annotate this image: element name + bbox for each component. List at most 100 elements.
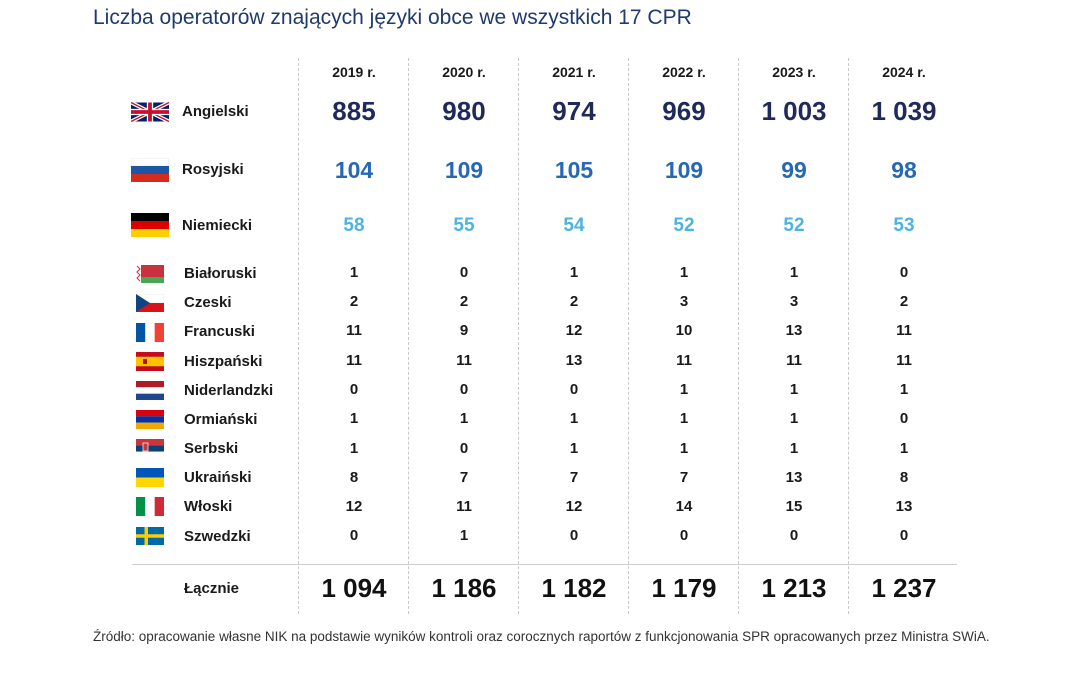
value-cell: 11 (346, 352, 362, 369)
column-header-2019: 2019 r. (332, 64, 376, 80)
value-cell: 1 (459, 410, 469, 427)
value-cell: 1 (349, 410, 359, 427)
value-cell: 0 (899, 410, 909, 427)
value-cell: 2 (569, 293, 579, 310)
value-cell: 0 (459, 381, 469, 398)
row-label-wloski: Włoski (184, 498, 233, 515)
value-cell: 11 (456, 352, 472, 369)
value-cell: 1 (679, 410, 689, 427)
value-cell: 11 (786, 352, 802, 369)
row-label-francuski: Francuski (184, 323, 255, 340)
value-cell: 1 039 (871, 96, 937, 126)
total-cell: 1 179 (651, 573, 717, 603)
value-cell: 2 (349, 293, 359, 310)
value-cell: 55 (453, 215, 475, 236)
value-cell: 0 (459, 440, 469, 457)
ukraine-flag-icon (136, 468, 164, 487)
value-cell: 11 (896, 352, 912, 369)
value-cell: 52 (783, 215, 805, 236)
row-label-hiszpanski: Hiszpański (184, 353, 263, 370)
row-label-lacznie: Łącznie (184, 580, 240, 597)
value-cell: 1 (789, 264, 799, 281)
value-cell: 0 (789, 527, 799, 544)
value-cell: 1 (679, 440, 689, 457)
value-cell: 0 (899, 527, 909, 544)
row-label-rosyjski: Rosyjski (182, 161, 244, 178)
column-divider (298, 58, 299, 614)
value-cell: 1 (899, 381, 909, 398)
value-cell: 2 (459, 293, 469, 310)
value-cell: 1 (899, 440, 909, 457)
value-cell: 0 (459, 264, 469, 281)
value-cell: 1 (789, 381, 799, 398)
serbia-flag-icon (136, 439, 164, 458)
value-cell: 1 (569, 410, 579, 427)
value-cell: 98 (891, 157, 917, 183)
value-cell: 58 (343, 215, 365, 236)
armenia-flag-icon (136, 410, 164, 429)
value-cell: 104 (334, 157, 374, 183)
value-cell: 10 (675, 322, 693, 339)
value-cell: 12 (565, 322, 583, 339)
value-cell: 7 (569, 469, 579, 486)
value-cell: 1 (679, 381, 689, 398)
value-cell: 12 (565, 498, 583, 515)
value-cell: 14 (675, 498, 693, 515)
row-label-ormianski: Ormiański (184, 411, 258, 428)
row-label-bialoruski: Białoruski (184, 265, 257, 282)
row-label-niemiecki: Niemiecki (182, 217, 253, 234)
value-cell: 974 (552, 96, 596, 126)
column-divider (848, 58, 849, 614)
column-divider (628, 58, 629, 614)
value-cell: 53 (893, 215, 915, 236)
value-cell: 99 (781, 157, 807, 183)
page-title: Liczba operatorów znających języki obce … (93, 6, 692, 29)
value-cell: 9 (459, 322, 469, 339)
value-cell: 1 003 (761, 96, 827, 126)
uk-flag-icon (131, 100, 169, 124)
value-cell: 11 (896, 322, 912, 339)
value-cell: 52 (673, 215, 695, 236)
row-label-czeski: Czeski (184, 294, 232, 311)
value-cell: 3 (789, 293, 799, 310)
value-cell: 0 (349, 381, 359, 398)
row-label-niderlandzki: Niderlandzki (184, 382, 274, 399)
value-cell: 2 (899, 293, 909, 310)
belarus-flag-icon (136, 265, 164, 283)
value-cell: 0 (569, 527, 579, 544)
value-cell: 11 (346, 322, 362, 339)
value-cell: 980 (442, 96, 486, 126)
value-cell: 13 (785, 469, 803, 486)
france-flag-icon (136, 323, 164, 342)
column-divider (738, 58, 739, 614)
czech-flag-icon (136, 294, 164, 312)
value-cell: 1 (569, 264, 579, 281)
value-cell: 13 (785, 322, 803, 339)
row-label-angielski: Angielski (182, 103, 249, 120)
germany-flag-icon (131, 213, 169, 237)
value-cell: 13 (895, 498, 913, 515)
column-header-2023: 2023 r. (772, 64, 816, 80)
value-cell: 0 (349, 527, 359, 544)
value-cell: 1 (789, 440, 799, 457)
total-cell: 1 182 (541, 573, 607, 603)
row-label-serbski: Serbski (184, 440, 239, 457)
column-header-2022: 2022 r. (662, 64, 706, 80)
value-cell: 1 (789, 410, 799, 427)
value-cell: 1 (569, 440, 579, 457)
value-cell: 1 (349, 264, 359, 281)
value-cell: 11 (456, 498, 472, 515)
value-cell: 3 (679, 293, 689, 310)
source-note: Źródło: opracowanie własne NIK na podsta… (93, 629, 990, 644)
value-cell: 109 (664, 157, 704, 183)
column-header-2024: 2024 r. (882, 64, 926, 80)
value-cell: 0 (679, 527, 689, 544)
netherlands-flag-icon (136, 381, 164, 400)
sweden-flag-icon (136, 527, 164, 545)
spain-flag-icon (136, 352, 164, 371)
total-cell: 1 186 (431, 573, 497, 603)
column-divider (518, 58, 519, 614)
value-cell: 1 (459, 527, 469, 544)
column-divider (408, 58, 409, 614)
value-cell: 7 (459, 469, 469, 486)
